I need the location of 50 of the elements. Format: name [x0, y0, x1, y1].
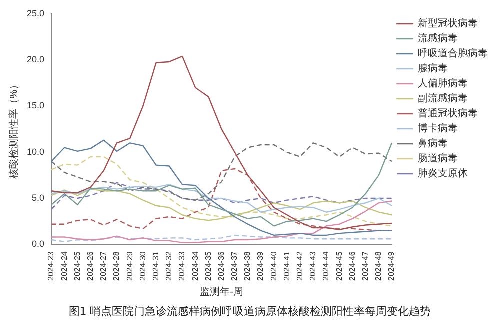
x-tick-label: 2024-38 [243, 251, 252, 281]
y-tick-label: 10.0 [26, 146, 45, 157]
x-axis-title: 监测年-周 [200, 286, 244, 298]
x-tick-label: 2024-26 [86, 251, 96, 281]
x-tick-label: 2024-28 [112, 251, 122, 281]
x-tick-label: 2024-39 [256, 251, 266, 281]
x-tick-label: 2024-42 [296, 251, 305, 281]
x-tick-label: 2024-46 [348, 251, 357, 281]
x-tick-label: 2024-47 [361, 251, 370, 281]
legend-label: 副流感病毒 [418, 92, 468, 105]
x-tick-label: 2024-43 [308, 251, 318, 281]
y-tick-label: 15.0 [26, 100, 45, 111]
x-tick-label: 2024-25 [72, 251, 82, 281]
x-tick-label: 2024-27 [99, 251, 108, 281]
legend-label: 流感病毒 [418, 32, 458, 45]
legend-label: 鼻病毒 [418, 138, 448, 150]
x-tick-label: 2024-48 [374, 251, 384, 281]
x-tick-label: 2024-31 [151, 251, 160, 281]
x-tick-label: 2024-33 [178, 251, 187, 281]
x-tick-label: 2024-29 [125, 251, 134, 281]
x-tick-label: 2024-23 [46, 251, 56, 281]
x-tick-label: 2024-30 [138, 251, 148, 281]
y-tick-label: 5.0 [32, 192, 45, 203]
x-tick-label: 2024-44 [322, 251, 331, 281]
y-tick-label: 0.0 [32, 239, 45, 250]
x-tick-label: 2024-35 [204, 251, 213, 281]
legend-label: 博卡病毒 [418, 122, 458, 135]
x-tick-label: 2024-41 [282, 251, 292, 281]
legend-label: 肺炎支原体 [418, 168, 468, 180]
legend-label: 腺病毒 [418, 62, 448, 75]
x-tick-label: 2024-37 [230, 251, 240, 281]
y-tick-label: 20.0 [26, 54, 45, 65]
line-series [50, 234, 393, 242]
x-tick-label: 2024-45 [334, 251, 344, 281]
x-tick-label: 2024-49 [387, 251, 396, 281]
legend-label: 新型冠状病毒 [418, 18, 478, 30]
x-tick-label: 2024-36 [216, 251, 226, 281]
x-tick-label: 2024-32 [164, 251, 174, 281]
legend-label: 呼吸道合胞病毒 [418, 48, 488, 60]
legend-label: 人偏肺病毒 [418, 78, 468, 90]
x-tick-label: 2024-24 [60, 251, 69, 281]
x-tick-label: 2024-40 [269, 251, 278, 281]
legend-label: 普通冠状病毒 [418, 108, 478, 120]
caption: 图1 哨点医院门急诊流感样病例呼吸道病原体核酸检测阳性率每周变化趋势 [68, 304, 432, 319]
y-tick-label: 25.0 [26, 8, 45, 18]
legend-label: 肠道病毒 [418, 152, 458, 165]
line-series [50, 156, 393, 227]
line-series [50, 142, 393, 201]
x-tick-label: 2024-34 [190, 251, 200, 281]
y-axis-title: 核酸检测阳性率（%） [8, 80, 20, 180]
